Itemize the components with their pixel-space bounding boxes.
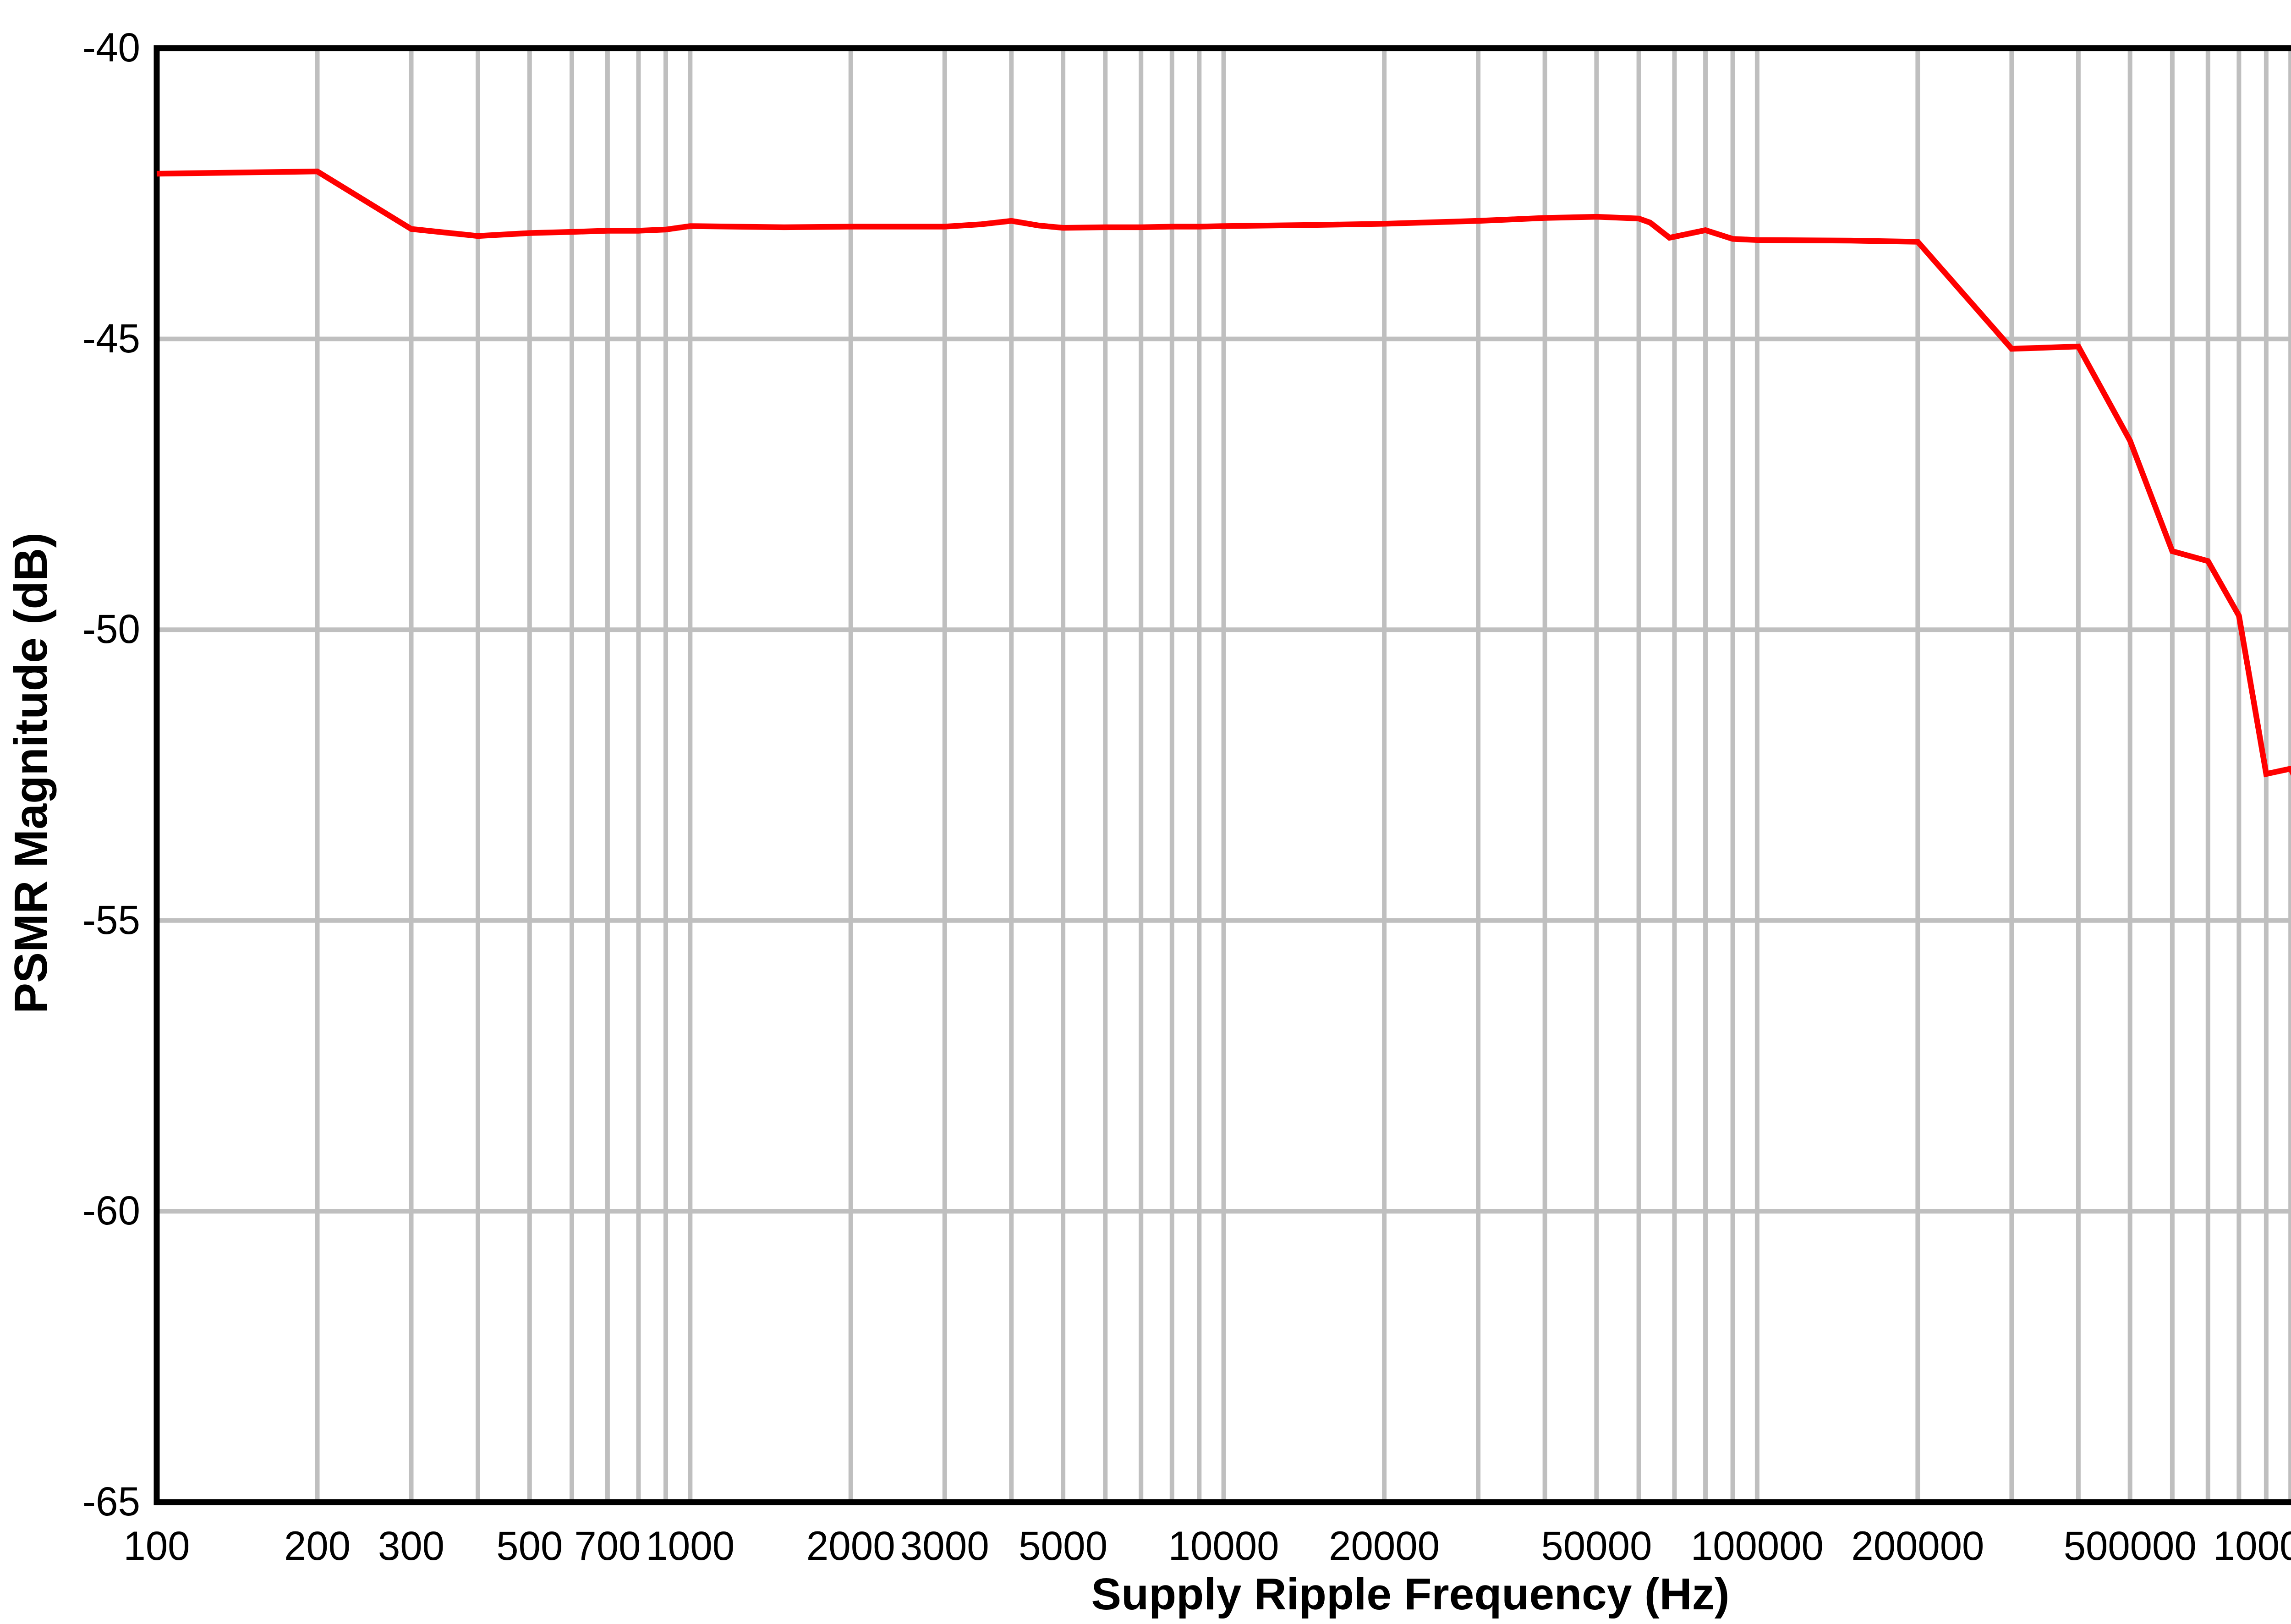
svg-text:500: 500	[496, 1523, 563, 1569]
svg-text:PSMR Magnitude (dB): PSMR Magnitude (dB)	[5, 532, 57, 1014]
svg-text:-50: -50	[82, 606, 140, 652]
svg-text:700: 700	[574, 1523, 641, 1569]
svg-text:-45: -45	[82, 315, 140, 361]
svg-text:300: 300	[378, 1523, 444, 1569]
svg-text:-65: -65	[82, 1478, 140, 1524]
svg-text:100000: 100000	[1691, 1523, 1824, 1569]
svg-text:5000: 5000	[1019, 1523, 1107, 1569]
svg-text:2000: 2000	[806, 1523, 895, 1569]
svg-text:20000: 20000	[1329, 1523, 1440, 1569]
svg-text:-55: -55	[82, 897, 140, 943]
svg-text:200000: 200000	[1851, 1523, 1984, 1569]
svg-text:200: 200	[284, 1523, 351, 1569]
svg-text:3000: 3000	[900, 1523, 989, 1569]
svg-text:50000: 50000	[1541, 1523, 1652, 1569]
svg-text:Supply Ripple Frequency (Hz): Supply Ripple Frequency (Hz)	[1091, 1569, 1730, 1619]
svg-text:-40: -40	[82, 24, 140, 70]
svg-text:1000: 1000	[646, 1523, 734, 1569]
svg-text:500000: 500000	[2064, 1523, 2197, 1569]
svg-text:10000: 10000	[1168, 1523, 1279, 1569]
svg-text:1000000: 1000000	[2213, 1523, 2291, 1569]
svg-text:100: 100	[124, 1523, 190, 1569]
svg-text:-60: -60	[82, 1187, 140, 1233]
